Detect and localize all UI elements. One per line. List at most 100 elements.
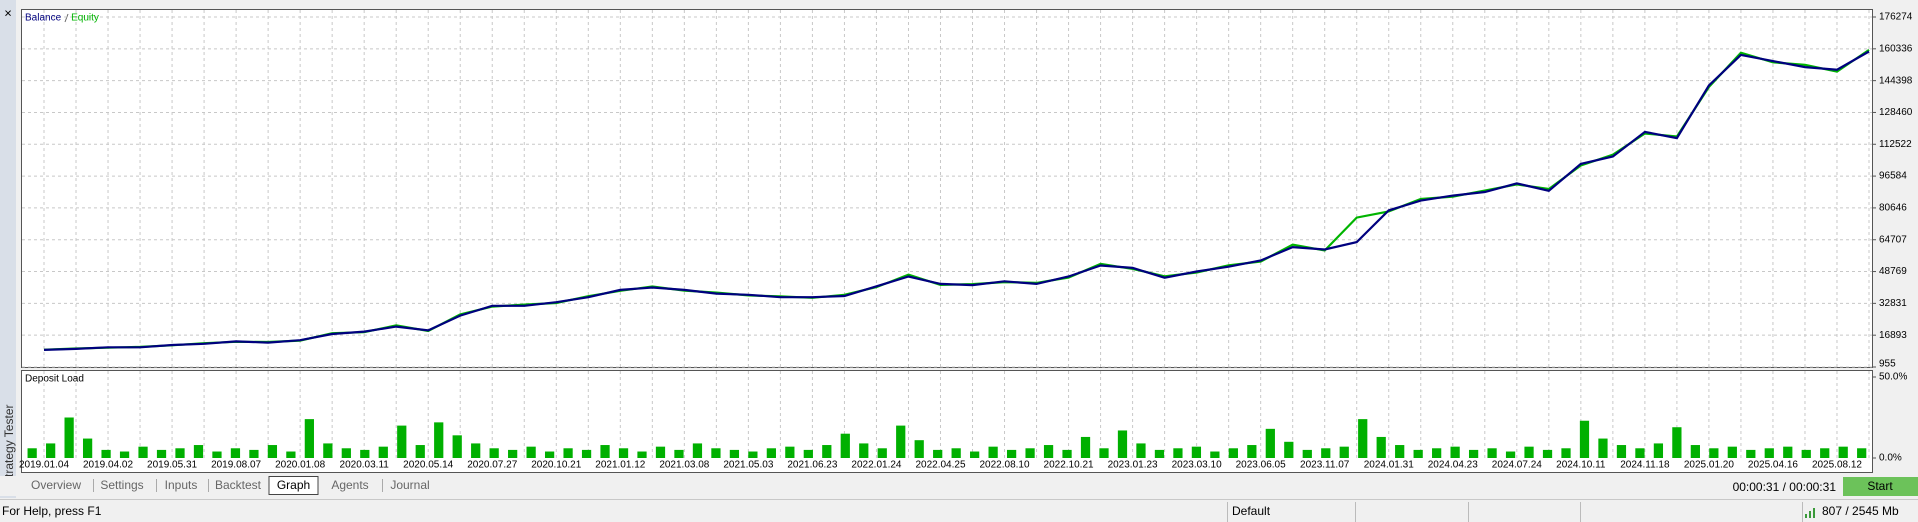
status-help: For Help, press F1 bbox=[2, 504, 102, 518]
bar bbox=[637, 451, 647, 458]
bar bbox=[1561, 448, 1571, 458]
bar bbox=[1006, 449, 1017, 458]
x-tick-label: 2022.08.10 bbox=[979, 460, 1029, 471]
bar bbox=[1746, 449, 1756, 458]
status-memory: 807 / 2545 Mb bbox=[1822, 504, 1899, 518]
bar bbox=[933, 449, 943, 458]
tab[interactable]: Journal bbox=[390, 478, 429, 492]
bar bbox=[267, 445, 278, 458]
status-profile: Default bbox=[1232, 504, 1271, 518]
x-tick-label: 2020.07.27 bbox=[467, 460, 517, 471]
bar bbox=[27, 448, 37, 458]
y-tick-label: 96584 bbox=[1879, 171, 1907, 182]
bar bbox=[434, 422, 444, 458]
signal-icon bbox=[1805, 508, 1815, 518]
bar bbox=[286, 451, 296, 458]
bar bbox=[508, 449, 518, 458]
bar bbox=[1524, 446, 1534, 458]
panel-title: Deposit Load bbox=[25, 374, 84, 385]
bar bbox=[64, 417, 74, 458]
bar bbox=[1413, 449, 1423, 458]
bar bbox=[877, 448, 887, 458]
bar bbox=[1801, 449, 1811, 458]
close-button[interactable]: × bbox=[4, 5, 12, 20]
bar bbox=[729, 449, 740, 458]
x-tick-label: 2019.08.07 bbox=[211, 460, 261, 471]
tab-bar bbox=[0, 476, 1918, 496]
y-tick-label: 160336 bbox=[1879, 43, 1913, 54]
y-tick-label: 128460 bbox=[1879, 107, 1913, 118]
x-tick-label: 2025.04.16 bbox=[1748, 460, 1798, 471]
bar bbox=[489, 448, 499, 458]
bar bbox=[1542, 449, 1553, 458]
bar bbox=[1099, 448, 1109, 458]
legend-entry[interactable]: Equity bbox=[71, 13, 99, 24]
y-tick-label: 16893 bbox=[1879, 330, 1907, 341]
bar bbox=[341, 448, 351, 458]
bar bbox=[1191, 446, 1202, 458]
bar bbox=[212, 451, 222, 458]
bar bbox=[1376, 436, 1386, 458]
x-tick-label: 2024.01.31 bbox=[1364, 460, 1414, 471]
bar bbox=[785, 446, 795, 458]
x-tick-label: 2020.01.08 bbox=[275, 460, 325, 471]
bar bbox=[1635, 448, 1645, 458]
tab[interactable]: Settings bbox=[100, 478, 143, 492]
bar bbox=[859, 443, 869, 458]
x-tick-label: 2025.01.20 bbox=[1684, 460, 1734, 471]
bar bbox=[951, 448, 961, 458]
bar bbox=[101, 449, 111, 458]
x-tick-label: 2024.04.23 bbox=[1428, 460, 1478, 471]
bar bbox=[914, 440, 924, 458]
bar bbox=[1579, 420, 1590, 458]
bar bbox=[618, 448, 629, 458]
timer: 00:00:31 / 00:00:31 bbox=[1733, 480, 1837, 494]
bar bbox=[1062, 449, 1072, 458]
bar bbox=[1857, 448, 1867, 458]
start-button[interactable] bbox=[1843, 477, 1918, 496]
bar bbox=[1783, 446, 1793, 458]
bar bbox=[526, 446, 536, 458]
bar bbox=[692, 443, 703, 458]
bar bbox=[378, 446, 388, 458]
x-tick-label: 2023.06.05 bbox=[1236, 460, 1286, 471]
deposit-panel bbox=[21, 370, 1873, 473]
tab[interactable]: Backtest bbox=[215, 478, 262, 492]
bar bbox=[1025, 448, 1035, 458]
main-chart-panel bbox=[21, 9, 1873, 368]
tab[interactable]: Graph bbox=[277, 478, 310, 492]
y-tick-label: 48769 bbox=[1879, 266, 1907, 277]
bar bbox=[1820, 448, 1830, 458]
bar bbox=[415, 445, 425, 458]
bar bbox=[471, 443, 481, 458]
x-tick-label: 2022.01.24 bbox=[851, 460, 901, 471]
tab[interactable]: Overview bbox=[31, 478, 81, 492]
tab-active[interactable] bbox=[268, 476, 319, 495]
bar bbox=[1247, 445, 1257, 458]
x-tick-label: 2021.03.08 bbox=[659, 460, 709, 471]
start-label[interactable]: Start bbox=[1867, 479, 1893, 493]
bar bbox=[1302, 449, 1312, 458]
bar bbox=[1321, 448, 1331, 458]
bar bbox=[563, 448, 573, 458]
bar bbox=[304, 419, 314, 458]
bar bbox=[581, 449, 592, 458]
x-tick-label: 2024.07.24 bbox=[1492, 460, 1542, 471]
x-tick-label: 2021.05.03 bbox=[723, 460, 773, 471]
bar bbox=[1358, 419, 1368, 458]
y-tick-label: 955 bbox=[1879, 359, 1896, 370]
x-tick-label: 2023.11.07 bbox=[1300, 460, 1350, 471]
bar bbox=[1764, 448, 1774, 458]
tab[interactable]: Agents bbox=[331, 478, 368, 492]
bar bbox=[803, 449, 813, 458]
bar bbox=[1487, 448, 1497, 458]
series-line bbox=[43, 50, 1870, 351]
x-tick-label: 2021.06.23 bbox=[787, 460, 837, 471]
tab[interactable]: Inputs bbox=[165, 478, 198, 492]
bar bbox=[1284, 441, 1294, 458]
x-tick-label: 2024.11.18 bbox=[1620, 460, 1670, 471]
x-tick-label: 2019.04.02 bbox=[83, 460, 133, 471]
bar bbox=[840, 433, 850, 458]
legend-entry[interactable]: Balance bbox=[25, 13, 62, 24]
